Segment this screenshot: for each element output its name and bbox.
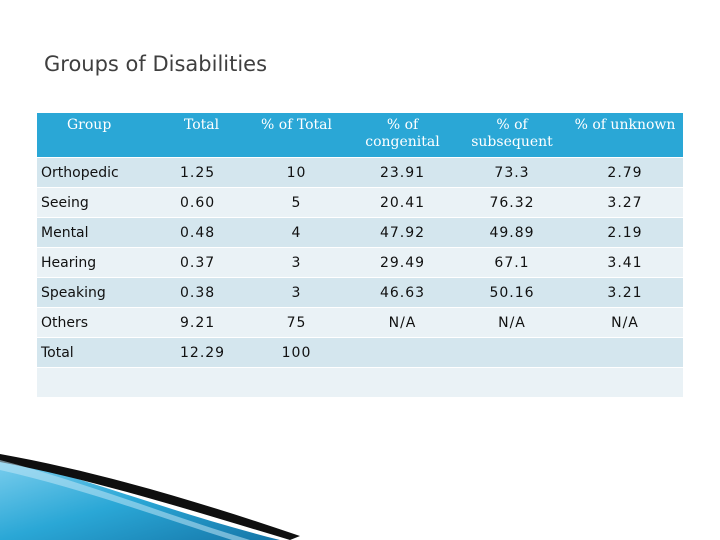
cell-percent-unknown: 2.79 [567, 157, 683, 188]
header-percent-total: % of Total [245, 113, 348, 158]
cell-total: 9.21 [144, 307, 245, 338]
cell-percent-total [245, 367, 348, 397]
cell-group: Orthopedic [37, 157, 144, 188]
table-row: Hearing 0.37 3 29.49 67.1 3.41 [37, 247, 683, 278]
cell-percent-unknown: N/A [567, 307, 683, 338]
cell-group: Mental [37, 217, 144, 248]
table-row: Mental 0.48 4 47.92 49.89 2.19 [37, 217, 683, 248]
table-header-row: Group Total % of Total % of congenital %… [37, 113, 683, 158]
cell-total: 0.48 [144, 217, 245, 248]
cell-percent-subsequent: 67.1 [457, 247, 567, 278]
cell-percent-congenital: 20.41 [348, 187, 457, 218]
cell-percent-total: 3 [245, 277, 348, 308]
cell-percent-subsequent: N/A [457, 307, 567, 338]
cell-percent-total: 100 [245, 337, 348, 368]
cell-group [37, 367, 144, 397]
cell-percent-total: 4 [245, 217, 348, 248]
cell-total: 0.38 [144, 277, 245, 308]
cell-percent-total: 3 [245, 247, 348, 278]
cell-percent-subsequent: 49.89 [457, 217, 567, 248]
cell-total [144, 367, 245, 397]
cell-percent-congenital: 23.91 [348, 157, 457, 188]
cell-group: Total [37, 337, 144, 368]
table-row [37, 367, 683, 397]
cell-percent-unknown: 2.19 [567, 217, 683, 248]
table-row: Others 9.21 75 N/A N/A N/A [37, 307, 683, 338]
cell-percent-subsequent: 50.16 [457, 277, 567, 308]
cell-percent-subsequent: 73.3 [457, 157, 567, 188]
cell-percent-subsequent [457, 367, 567, 397]
header-total: Total [144, 113, 245, 158]
cell-group: Speaking [37, 277, 144, 308]
cell-percent-total: 10 [245, 157, 348, 188]
slide-title: Groups of Disabilities [44, 52, 268, 76]
disabilities-table: Group Total % of Total % of congenital %… [37, 113, 683, 397]
header-percent-congenital: % of congenital [348, 113, 457, 158]
table-row: Orthopedic 1.25 10 23.91 73.3 2.79 [37, 157, 683, 188]
table-row: Seeing 0.60 5 20.41 76.32 3.27 [37, 187, 683, 218]
cell-percent-congenital [348, 367, 457, 397]
cell-total: 1.25 [144, 157, 245, 188]
cell-percent-congenital: 46.63 [348, 277, 457, 308]
cell-total: 0.60 [144, 187, 245, 218]
cell-percent-unknown [567, 367, 683, 397]
table-row: Total 12.29 100 [37, 337, 683, 368]
cell-percent-total: 5 [245, 187, 348, 218]
cell-group: Hearing [37, 247, 144, 278]
cell-group: Others [37, 307, 144, 338]
header-percent-subsequent: % of subsequent [457, 113, 567, 158]
header-group: Group [37, 113, 144, 158]
cell-percent-unknown: 3.27 [567, 187, 683, 218]
cell-percent-total: 75 [245, 307, 348, 338]
cell-percent-unknown: 3.41 [567, 247, 683, 278]
cell-percent-congenital [348, 337, 457, 368]
cell-total: 0.37 [144, 247, 245, 278]
table-row: Speaking 0.38 3 46.63 50.16 3.21 [37, 277, 683, 308]
decorative-wave [0, 454, 300, 540]
cell-percent-unknown [567, 337, 683, 368]
cell-percent-subsequent: 76.32 [457, 187, 567, 218]
cell-group: Seeing [37, 187, 144, 218]
wave-shape-highlight [0, 460, 250, 540]
header-percent-unknown: % of unknown [567, 113, 683, 158]
cell-percent-congenital: 47.92 [348, 217, 457, 248]
cell-percent-congenital: 29.49 [348, 247, 457, 278]
cell-percent-congenital: N/A [348, 307, 457, 338]
cell-total: 12.29 [144, 337, 245, 368]
cell-percent-subsequent [457, 337, 567, 368]
wave-shape-black [0, 454, 300, 540]
cell-percent-unknown: 3.21 [567, 277, 683, 308]
